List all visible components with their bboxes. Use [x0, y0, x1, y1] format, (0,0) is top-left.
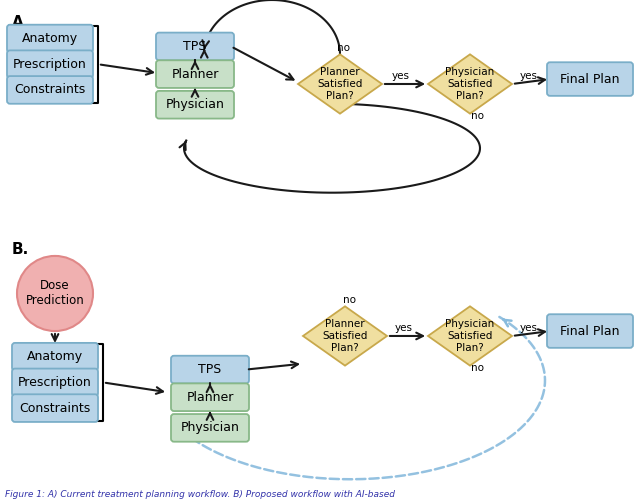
FancyBboxPatch shape — [547, 62, 633, 96]
Text: no: no — [472, 110, 484, 120]
Text: Final Plan: Final Plan — [560, 72, 620, 86]
FancyBboxPatch shape — [171, 384, 249, 411]
FancyBboxPatch shape — [171, 414, 249, 442]
Text: Planner: Planner — [186, 390, 234, 404]
Text: yes: yes — [520, 323, 538, 333]
Circle shape — [17, 256, 93, 331]
Text: Anatomy: Anatomy — [27, 350, 83, 363]
FancyBboxPatch shape — [156, 60, 234, 88]
Text: no: no — [342, 296, 355, 306]
Text: Prescription: Prescription — [13, 58, 87, 70]
Text: TPS: TPS — [198, 363, 221, 376]
FancyBboxPatch shape — [12, 394, 98, 422]
Text: Physician
Satisfied
Plan?: Physician Satisfied Plan? — [445, 68, 495, 100]
Text: yes: yes — [392, 71, 410, 81]
Text: Figure 1: A) Current treatment planning workflow. B) Proposed workflow with AI-b: Figure 1: A) Current treatment planning … — [5, 490, 395, 499]
FancyBboxPatch shape — [12, 343, 98, 370]
Polygon shape — [428, 54, 512, 114]
FancyBboxPatch shape — [7, 76, 93, 104]
FancyBboxPatch shape — [547, 314, 633, 348]
Text: Planner: Planner — [172, 68, 219, 80]
Text: yes: yes — [520, 71, 538, 81]
FancyBboxPatch shape — [7, 24, 93, 52]
FancyBboxPatch shape — [7, 50, 93, 78]
Text: Constraints: Constraints — [19, 402, 91, 414]
Text: Physician: Physician — [166, 98, 225, 111]
Text: Dose
Prediction: Dose Prediction — [26, 280, 84, 307]
Text: Planner
Satisfied
Plan?: Planner Satisfied Plan? — [317, 68, 363, 100]
Polygon shape — [303, 306, 387, 366]
FancyBboxPatch shape — [156, 91, 234, 118]
Text: B.: B. — [12, 242, 29, 257]
Text: no: no — [337, 44, 351, 54]
Text: TPS: TPS — [184, 40, 207, 53]
Text: Final Plan: Final Plan — [560, 324, 620, 338]
Polygon shape — [298, 54, 382, 114]
FancyBboxPatch shape — [171, 356, 249, 384]
FancyBboxPatch shape — [156, 32, 234, 60]
Text: Prescription: Prescription — [18, 376, 92, 389]
Text: Physician
Satisfied
Plan?: Physician Satisfied Plan? — [445, 320, 495, 352]
Text: Physician: Physician — [180, 422, 239, 434]
Text: Constraints: Constraints — [14, 84, 86, 96]
Text: yes: yes — [395, 323, 413, 333]
Text: no: no — [472, 362, 484, 372]
Text: Planner
Satisfied
Plan?: Planner Satisfied Plan? — [323, 320, 368, 352]
Text: A.: A. — [12, 15, 29, 30]
Polygon shape — [428, 306, 512, 366]
FancyBboxPatch shape — [12, 368, 98, 396]
Text: Anatomy: Anatomy — [22, 32, 78, 45]
